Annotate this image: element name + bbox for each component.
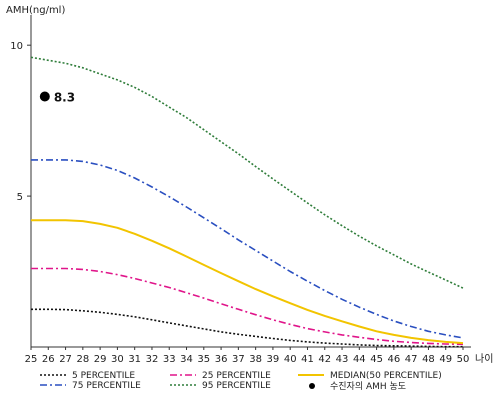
legend-point-marker [309, 383, 315, 389]
x-tick-label: 47 [405, 354, 418, 365]
series-line-3 [31, 219, 464, 345]
legend-label-4: 75 PERCENTILE [72, 381, 141, 391]
series-layer [30, 56, 464, 348]
x-tick-label: 29 [94, 354, 107, 365]
series-line-5 [30, 56, 464, 289]
legend-label-3: MEDIAN(50 PERCENTILE) [330, 371, 442, 381]
x-tick-label: 27 [59, 354, 72, 365]
x-tick-label: 43 [336, 354, 349, 365]
series-line-2 [31, 267, 464, 346]
legend-point-label: 수진자의 AMH 농도 [330, 381, 406, 392]
x-tick-label: 28 [76, 354, 89, 365]
x-tick-label: 44 [353, 354, 366, 365]
x-tick-label: 25 [25, 354, 38, 365]
x-tick-label: 39 [267, 354, 280, 365]
legend-label-2: 25 PERCENTILE [202, 371, 271, 381]
x-tick-label: 32 [146, 354, 159, 365]
x-tick-label: 37 [232, 354, 245, 365]
x-tick-label: 38 [249, 354, 262, 365]
x-tick-label: 46 [388, 354, 401, 365]
x-tick-label: 36 [215, 354, 228, 365]
x-tick-label: 35 [197, 354, 210, 365]
legend-label-1: 5 PERCENTILE [72, 371, 135, 381]
x-tick-label: 26 [42, 354, 55, 365]
y-tick-label: 5 [17, 192, 23, 203]
y-axis-label: AMH(ng/ml) [6, 5, 65, 16]
point-layer: 8.3 [39, 90, 75, 104]
legend-label-5: 95 PERCENTILE [202, 381, 271, 391]
series-line-1 [31, 308, 463, 348]
patient-amh-point [39, 91, 50, 102]
patient-amh-value-label: 8.3 [54, 90, 75, 104]
x-tick-label: 31 [128, 354, 141, 365]
x-tick-label: 41 [301, 354, 314, 365]
legend: 5 PERCENTILE 25 PERCENTILE MEDIAN(50 PERCE… [40, 371, 442, 392]
series-line-4 [31, 159, 464, 339]
x-tick-label: 45 [370, 354, 383, 365]
x-tick-label: 33 [163, 354, 176, 365]
axes: AMH(ng/ml) 5 10 25 26 27 28 29 30 31 32 33 34 35 36 37 3… [6, 5, 493, 365]
x-tick-label: 40 [284, 354, 297, 365]
x-tick-label: 30 [111, 354, 124, 365]
x-tick-label: 50 [457, 354, 470, 365]
x-tick-label: 42 [318, 354, 331, 365]
x-tick-label: 48 [422, 354, 435, 365]
x-tick-label: 49 [439, 354, 452, 365]
x-axis-label: 나이 [475, 353, 493, 365]
y-tick-label: 10 [10, 41, 23, 52]
x-tick-label: 34 [180, 354, 193, 365]
